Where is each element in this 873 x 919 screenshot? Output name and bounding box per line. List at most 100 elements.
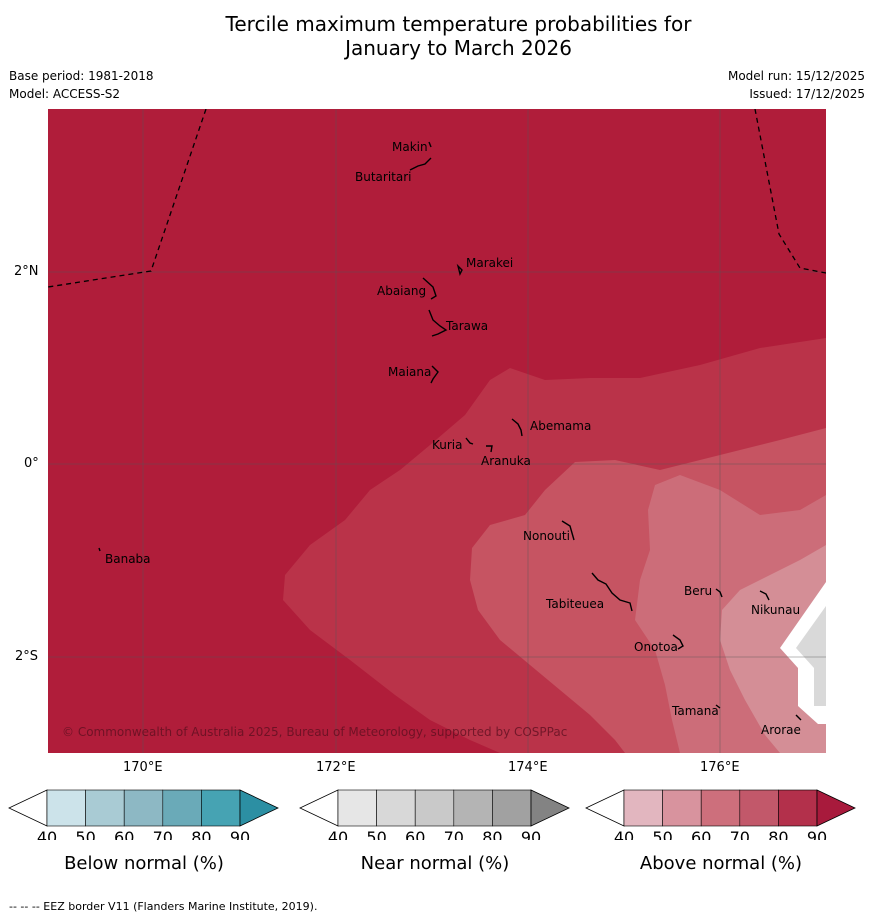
colorbar-tick-label: 50	[366, 828, 386, 840]
colorbars: 40 50 60 70 80 90 40 50 60 70 80 90 40 50 60 70 80 90	[8, 789, 856, 840]
colorbar-label-below: Below normal (%)	[64, 853, 224, 874]
label-nikunau: Nikunau	[751, 603, 800, 617]
title-line-1: Tercile maximum temperature probabilitie…	[225, 12, 692, 36]
colorbar-extend-low	[585, 789, 625, 827]
lon-label-170: 170°E	[123, 760, 163, 775]
island-tamana	[715, 704, 721, 709]
eez-border	[48, 109, 826, 288]
island-onotoa	[672, 634, 684, 650]
label-kuria: Kuria	[432, 438, 463, 452]
colorbar-segment	[414, 789, 455, 827]
island-makin	[428, 141, 432, 148]
colorbar-extend-high	[816, 789, 856, 827]
colorbar-above: 40 50 60 70 80 90	[585, 789, 856, 840]
model-name: Model: ACCESS-S2	[9, 87, 121, 101]
colorbar-segment	[700, 789, 741, 827]
colorbar-extend-high	[239, 789, 279, 827]
island-tabiteuea	[591, 572, 633, 612]
lon-label-172: 172°E	[316, 760, 356, 775]
region-near-50	[796, 606, 826, 706]
island-arorae	[795, 714, 802, 721]
colorbar-tick-label: 60	[691, 828, 711, 840]
label-tamana: Tamana	[671, 704, 719, 718]
colorbar-tick-label: 40	[37, 828, 57, 840]
colorbar-tick-label: 70	[730, 828, 750, 840]
colorbar-segment	[201, 789, 241, 827]
lon-label-176: 176°E	[700, 760, 740, 775]
label-abemama: Abemama	[530, 419, 591, 433]
colorbar-tick-label: 90	[807, 828, 827, 840]
copyright: © Commonwealth of Australia 2025, Bureau…	[62, 725, 567, 739]
island-abaiang	[422, 277, 437, 300]
island-marakei	[456, 263, 463, 277]
colorbar-segment	[123, 789, 164, 827]
chart-title: Tercile maximum temperature probabilitie…	[0, 12, 873, 60]
colorbar-tick-label: 90	[230, 828, 250, 840]
island-aranuka	[486, 445, 493, 453]
colorbar-tick-label: 60	[114, 828, 134, 840]
model-run: Model run: 15/12/2025	[727, 69, 865, 83]
islands	[98, 141, 802, 721]
label-butaritari: Butaritari	[355, 170, 412, 184]
label-arorae: Arorae	[761, 723, 801, 737]
colorbar-extend-low	[299, 789, 339, 827]
island-nonouti	[561, 520, 575, 541]
colorbar-segment	[453, 789, 493, 827]
label-makin: Makin	[392, 140, 428, 154]
colorbar-tick-label: 40	[614, 828, 634, 840]
issued-date: Issued: 17/12/2025	[749, 87, 865, 101]
label-tabiteuea: Tabiteuea	[545, 597, 604, 611]
island-kuria	[465, 437, 474, 445]
label-onotoa: Onotoa	[634, 640, 678, 654]
label-nonouti: Nonouti	[523, 529, 570, 543]
colorbar-segment	[623, 789, 663, 827]
colorbar-tick-label: 70	[444, 828, 464, 840]
label-aranuka: Aranuka	[481, 454, 531, 468]
colorbar-segment	[778, 789, 818, 827]
lat-label-0: 0°	[24, 456, 39, 471]
label-marakei: Marakei	[466, 256, 513, 270]
label-beru: Beru	[684, 584, 712, 598]
colorbar-tick-label: 50	[75, 828, 95, 840]
colorbar-tick-label: 80	[768, 828, 788, 840]
colorbar-segment	[337, 789, 377, 827]
colorbar-segment	[662, 789, 702, 827]
colorbar-below: 40 50 60 70 80 90	[8, 789, 279, 840]
colorbar-tick-label: 90	[521, 828, 541, 840]
label-maiana: Maiana	[388, 365, 431, 379]
island-nikunau	[759, 590, 770, 601]
colorbar-tick-label: 70	[153, 828, 173, 840]
colorbar-segment	[46, 789, 86, 827]
colorbar-tick-label: 80	[191, 828, 211, 840]
colorbar-segment	[85, 789, 125, 827]
island-tarawa	[428, 309, 448, 337]
lon-label-174: 174°E	[508, 760, 548, 775]
colorbar-extend-high	[530, 789, 570, 827]
graticule	[48, 109, 826, 753]
island-butaritari	[409, 157, 432, 171]
colorbar-tick-label: 80	[482, 828, 502, 840]
footer-note: -- -- -- EEZ border V11 (Flanders Marine…	[9, 900, 318, 913]
colorbar-near: 40 50 60 70 80 90	[299, 789, 570, 840]
label-abaiang: Abaiang	[377, 284, 426, 298]
colorbar-segment	[739, 789, 779, 827]
colorbar-label-near: Near normal (%)	[360, 853, 510, 874]
colorbar-tick-label: 50	[652, 828, 672, 840]
island-abemama	[511, 418, 523, 437]
meta-right: Model run: 15/12/2025 Issued: 17/12/2025	[728, 67, 865, 103]
colorbar-label-above: Above normal (%)	[639, 853, 803, 874]
colorbar-segment	[492, 789, 532, 827]
label-tarawa: Tarawa	[445, 319, 488, 333]
colorbar-tick-label: 40	[328, 828, 348, 840]
base-period: Base period: 1981-2018	[9, 69, 154, 83]
colorbar-segment	[162, 789, 202, 827]
lat-label-2s: 2°S	[15, 649, 39, 664]
island-beru	[715, 588, 723, 598]
island-maiana	[430, 365, 439, 384]
label-banaba: Banaba	[105, 552, 151, 566]
lat-label-2n: 2°N	[14, 264, 39, 279]
colorbar-extend-low	[8, 789, 48, 827]
meta-left: Base period: 1981-2018 Model: ACCESS-S2	[9, 67, 154, 103]
island-banaba	[98, 547, 101, 552]
